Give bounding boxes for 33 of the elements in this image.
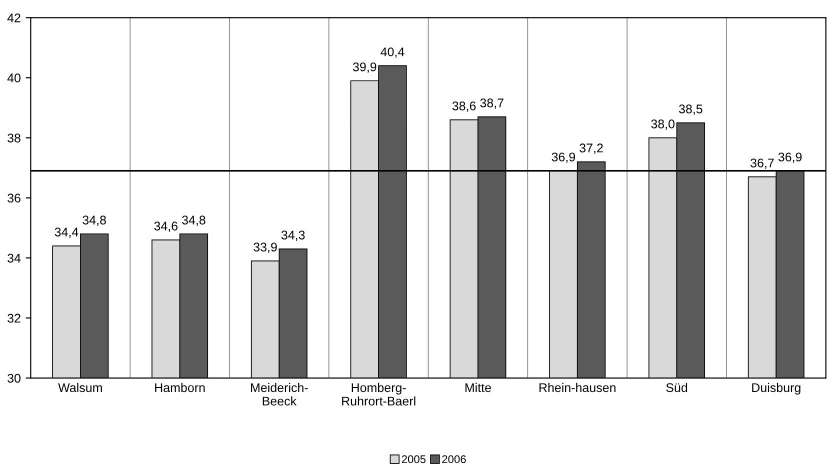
y-tick-label: 34 [8,254,21,263]
x-tick-label: Walsum [58,382,102,392]
x-tick-label: Mitte [465,382,491,392]
x-tick-label: Süd [666,382,688,392]
data-label: 39,9 [352,62,376,73]
data-label: 36,7 [750,158,774,169]
data-label: 36,9 [778,152,802,163]
y-tick-label: 36 [8,194,20,203]
data-label: 38,5 [678,104,702,115]
data-label: 40,4 [380,47,404,58]
data-label: 34,4 [54,228,78,238]
data-label: 34,8 [82,216,106,226]
y-tick-label: 30 [8,374,20,383]
y-tick-label: 40 [7,74,20,82]
data-label: 34,3 [281,230,305,241]
data-label: 34,8 [182,216,206,226]
x-tick-label: Meiderich- Beeck [251,382,308,406]
data-label: 38,6 [452,102,476,112]
legend-label: 2006 [442,455,466,464]
data-label: 34,6 [154,222,178,232]
legend-label: 2005 [402,455,426,464]
x-tick-label: Duisburg [752,382,800,395]
y-tick-label: 42 [7,13,20,22]
data-label: 38,0 [651,120,675,130]
data-label: 38,7 [480,98,504,109]
data-label: 33,9 [254,242,277,253]
y-tick-label: 32 [8,314,20,323]
x-tick-label: Rhein-hausen [539,382,616,392]
data-label: 36,9 [552,152,576,163]
y-tick-label: 38 [8,134,20,142]
data-label: 37,2 [580,144,603,154]
x-tick-label: Hamborn [155,382,205,392]
x-tick-label: Homberg- Ruhrort-Baerl [342,382,416,406]
